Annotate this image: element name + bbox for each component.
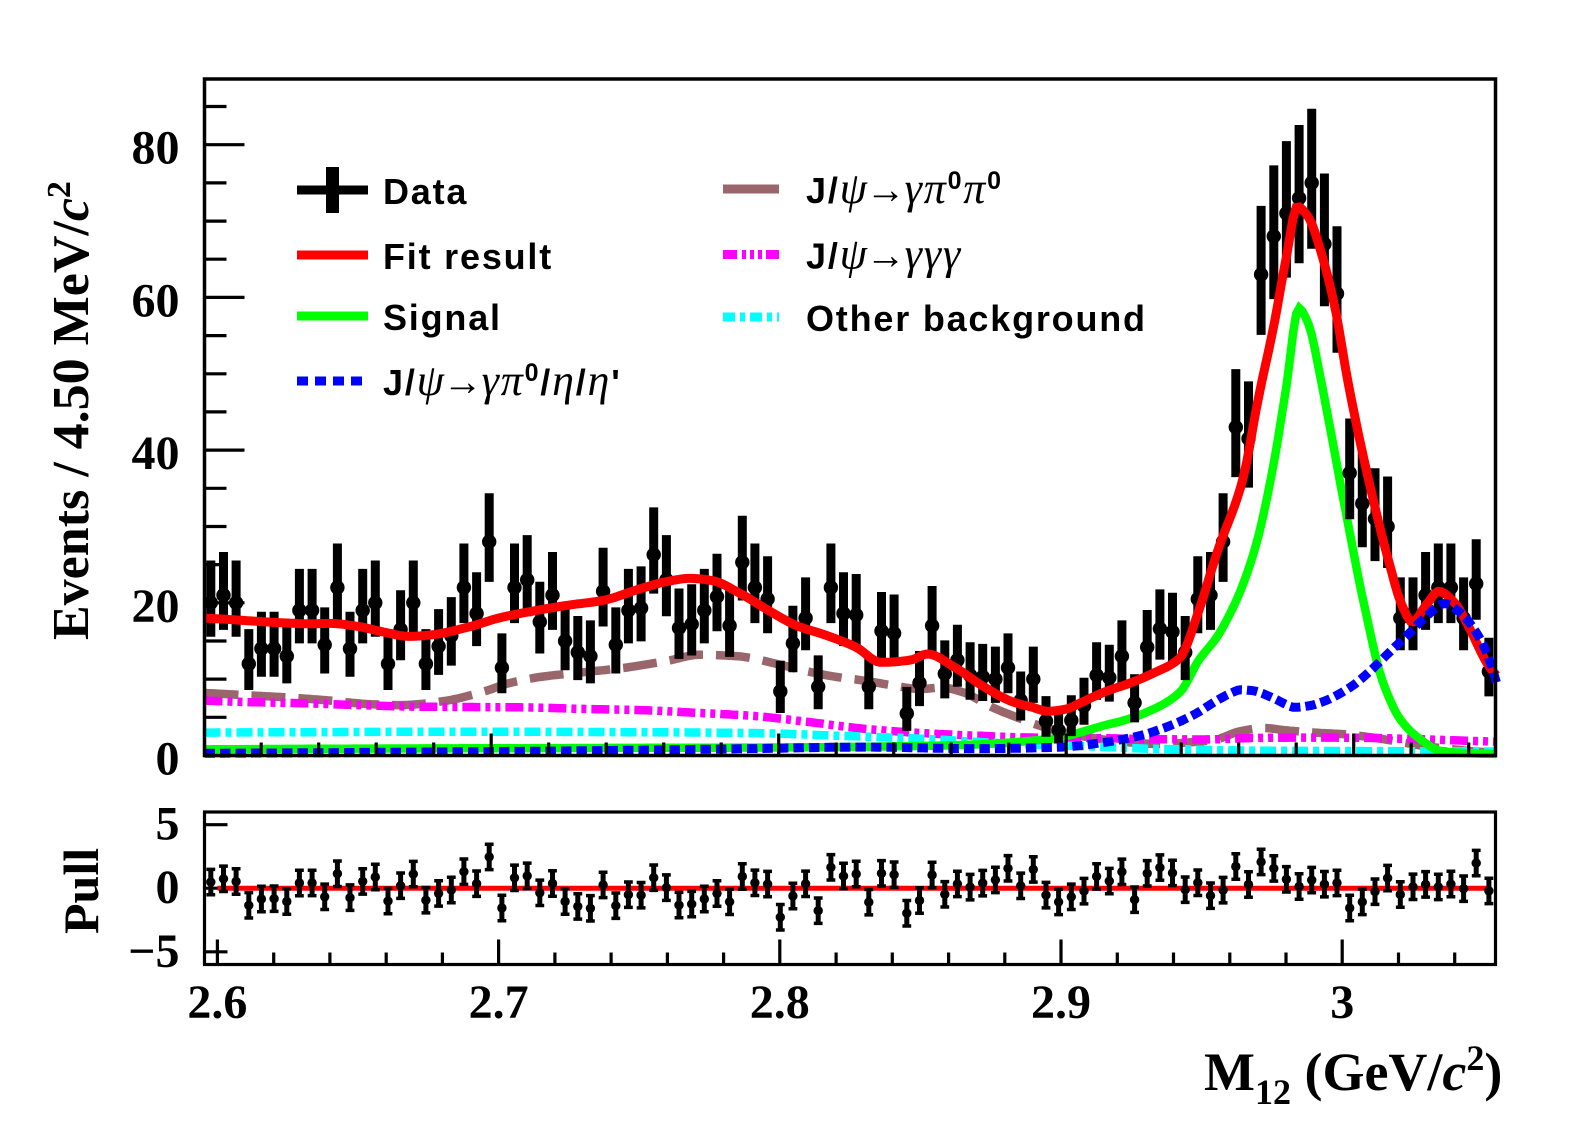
svg-text:80: 80 — [132, 122, 180, 175]
svg-text:0: 0 — [156, 861, 180, 914]
svg-text:20: 20 — [132, 580, 180, 633]
svg-text:40: 40 — [132, 427, 180, 480]
svg-text:5: 5 — [156, 798, 180, 851]
svg-text:Other background: Other background — [806, 298, 1147, 339]
svg-text:J/ψ→γπ0/η/η': J/ψ→γπ0/η/η' — [383, 356, 622, 405]
svg-text:Data: Data — [383, 171, 468, 212]
svg-text:Fit result: Fit result — [383, 236, 553, 277]
svg-text:Events / 4.50 MeV/c2: Events / 4.50 MeV/c2 — [41, 181, 100, 640]
svg-text:J/ψ→γγγ: J/ψ→γγγ — [806, 230, 962, 279]
svg-text:Signal: Signal — [383, 297, 502, 338]
svg-text:2.9: 2.9 — [1031, 976, 1091, 1029]
svg-text:3: 3 — [1330, 976, 1354, 1029]
svg-text:0: 0 — [156, 733, 180, 786]
svg-text:Pull: Pull — [53, 848, 109, 934]
svg-text:2.7: 2.7 — [469, 976, 529, 1029]
svg-text:M12 (GeV/c2): M12 (GeV/c2) — [1204, 1038, 1502, 1112]
svg-text:J/ψ→γπ0π0: J/ψ→γπ0π0 — [806, 164, 1003, 213]
svg-text:2.6: 2.6 — [187, 976, 247, 1029]
svg-text:2.8: 2.8 — [750, 976, 810, 1029]
svg-text:−5: −5 — [128, 925, 179, 978]
svg-text:60: 60 — [132, 274, 180, 327]
